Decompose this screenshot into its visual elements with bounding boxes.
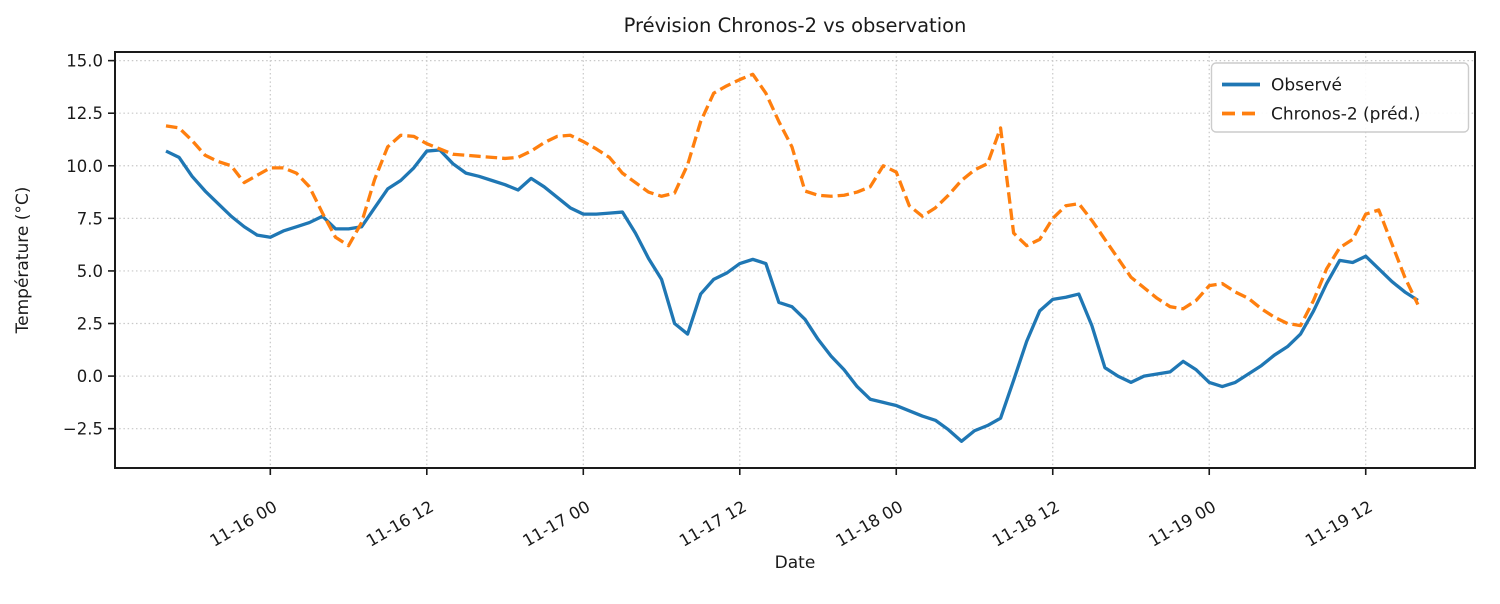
observed-line	[165, 148, 1419, 443]
predicted-line	[165, 72, 1420, 328]
y-tick-label: 15.0	[66, 52, 103, 71]
x-axis-label: Date	[775, 553, 816, 573]
y-tick-label: 10.0	[66, 157, 103, 176]
y-tick-label: 7.5	[77, 209, 103, 228]
plot-border	[114, 51, 1476, 469]
legend-box	[1210, 62, 1470, 133]
legend-observed-label: Observé	[1271, 76, 1342, 96]
data-series	[165, 72, 1420, 443]
y-axis-label: Température (°C)	[13, 187, 33, 335]
x-tick-label: 11-17 12	[676, 497, 750, 551]
x-tick-label: 11-18 00	[833, 497, 907, 551]
x-tick-label: 11-19 00	[1145, 497, 1219, 551]
x-tick-label: 11-16 00	[207, 497, 281, 551]
y-tick-label: 5.0	[77, 262, 103, 281]
x-tick-label: 11-18 12	[989, 497, 1063, 551]
chart-title: Prévision Chronos-2 vs observation	[624, 14, 967, 37]
y-tick-label: 2.5	[77, 315, 103, 334]
y-tick-label: −2.5	[63, 420, 103, 439]
x-tick-label: 11-16 12	[363, 497, 437, 551]
x-tick-label: 11-19 12	[1302, 497, 1376, 551]
legend: Observé Chronos-2 (préd.)	[1210, 62, 1470, 133]
y-tick-label: 12.5	[66, 104, 103, 123]
y-tick-label: 0.0	[77, 367, 103, 386]
legend-predicted-label: Chronos-2 (préd.)	[1271, 105, 1420, 125]
x-tick-label: 11-17 00	[520, 497, 594, 551]
